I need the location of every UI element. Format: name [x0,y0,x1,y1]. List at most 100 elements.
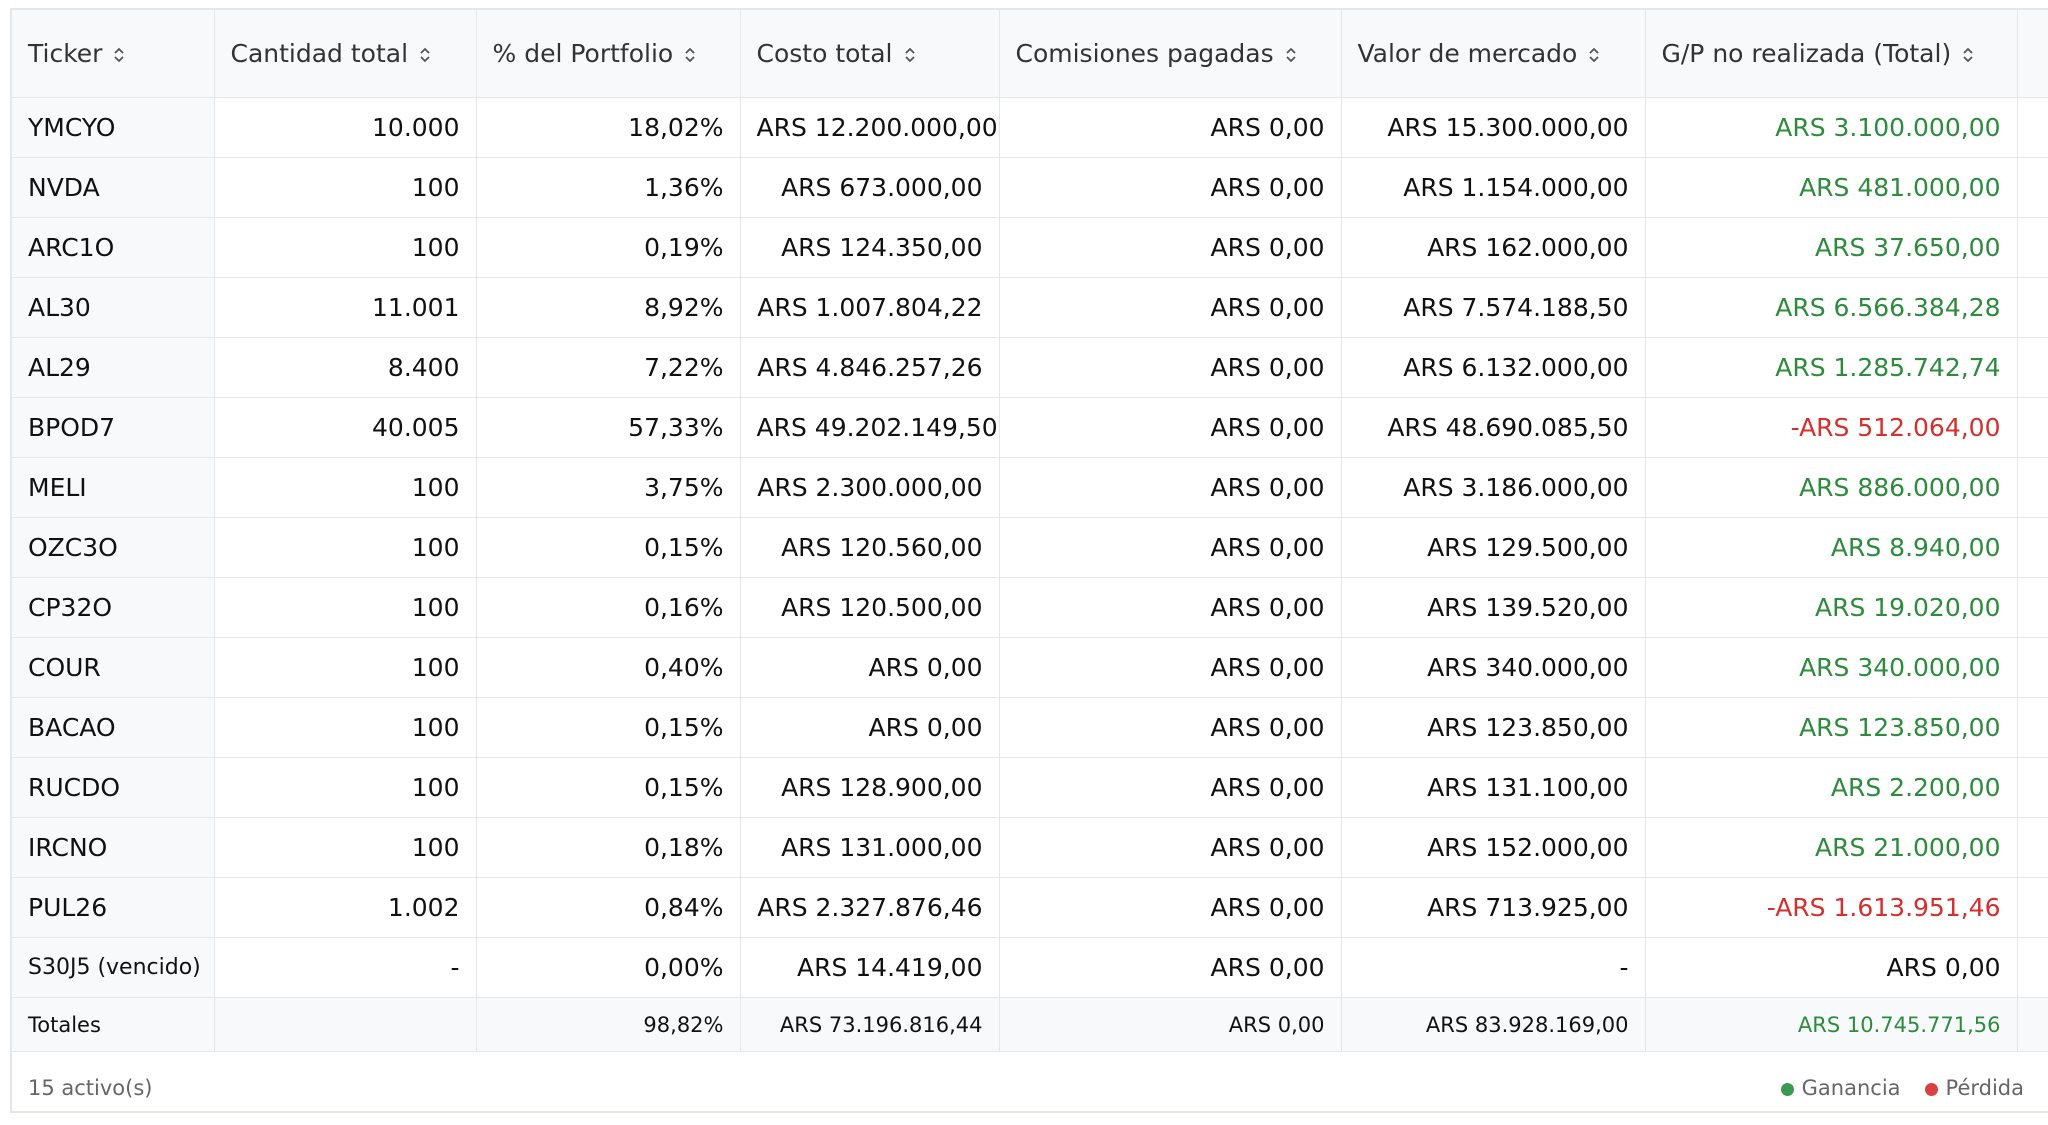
value-cell: ARS 713.925,00 [1341,877,1646,938]
holding-row[interactable]: AL29 8.400 7,22% ARS 4.846.257,26 ARS 0,00 AR… [12,337,2048,398]
value-cell: 100 [214,217,477,278]
holdings-table-card: Ticker Cantidad total % del Portfolio Costo… [10,8,2048,1113]
value-cell: ARS 2.200,00 [1645,757,2018,818]
legend-item: Ganancia [1780,1076,1901,1100]
sort-icon[interactable] [418,45,432,65]
ticker-cell: AL29 [12,337,215,398]
value-cell: 0,00% [476,937,741,998]
holding-row[interactable]: COUR 100 0,40% ARS 0,00 ARS 0,00 ARS 340.000,… [12,637,2048,698]
ticker-cell: OZC3O [12,517,215,578]
sort-icon[interactable] [112,45,126,65]
overflow-cell [2017,517,2048,578]
sort-icon[interactable] [903,45,917,65]
value-cell: ARS 1.007.804,22 [740,277,1000,338]
value-cell: ARS 0,00 [1645,937,2018,998]
ticker-cell: RUCDO [12,757,215,818]
overflow-cell [2017,157,2048,218]
ticker-cell: ARC1O [12,217,215,278]
value-cell: 8,92% [476,277,741,338]
overflow-cell [2017,277,2048,338]
value-cell: ARS 0,00 [999,277,1342,338]
holding-row[interactable]: BACAO 100 0,15% ARS 0,00 ARS 0,00 ARS 123.850… [12,697,2048,758]
ticker-cell: IRCNO [12,817,215,878]
value-cell: ARS 0,00 [999,397,1342,458]
overflow-cell [2017,817,2048,878]
column-header[interactable]: Cantidad total [214,10,477,98]
value-cell: ARS 49.202.149,50 [740,397,1000,458]
overflow-cell [2017,217,2048,278]
holding-row[interactable]: ARC1O 100 0,19% ARS 124.350,00 ARS 0,00 ARS 1… [12,217,2048,278]
value-cell: 100 [214,757,477,818]
value-cell: ARS 6.566.384,28 [1645,277,2018,338]
value-cell: ARS 19.020,00 [1645,577,2018,638]
column-header[interactable]: Costo total [740,10,1000,98]
column-header[interactable] [2017,10,2048,98]
value-cell: ARS 6.132.000,00 [1341,337,1646,398]
sort-icon[interactable] [683,45,697,65]
value-cell: ARS 2.327.876,46 [740,877,1000,938]
value-cell: ARS 673.000,00 [740,157,1000,218]
value-cell: ARS 0,00 [999,217,1342,278]
holding-row[interactable]: NVDA 100 1,36% ARS 673.000,00 ARS 0,00 ARS 1.… [12,157,2048,218]
overflow-cell [2017,577,2048,638]
holding-row[interactable]: YMCYO 10.000 18,02% ARS 12.200.000,00 ARS 0,… [12,97,2048,158]
holding-row[interactable]: S30J5 (vencido) -0,00% ARS 14.419,00 ARS 0,… [12,937,2048,998]
header-label: Comisiones pagadas [1015,39,1274,68]
value-cell: 0,40% [476,637,741,698]
value-cell: ARS 0,00 [999,457,1342,518]
value-cell: 40.005 [214,397,477,458]
value-cell: ARS 123.850,00 [1341,697,1646,758]
ticker-cell: COUR [12,637,215,698]
holding-row[interactable]: MELI 100 3,75% ARS 2.300.000,00 ARS 0,00 ARS … [12,457,2048,518]
value-cell: 0,15% [476,697,741,758]
holding-row[interactable]: PUL26 1.002 0,84% ARS 2.327.876,46 ARS 0,00 A… [12,877,2048,938]
totals-cell: 98,82% [476,997,741,1052]
value-cell: 0,15% [476,517,741,578]
sort-icon[interactable] [1587,45,1601,65]
value-cell: ARS 129.500,00 [1341,517,1646,578]
holding-row[interactable]: BPOD7 40.005 57,33% ARS 49.202.149,50 ARS 0,… [12,397,2048,458]
column-header[interactable]: Ticker [12,10,215,98]
ticker-cell: BPOD7 [12,397,215,458]
value-cell: ARS 481.000,00 [1645,157,2018,218]
value-cell: ARS 8.940,00 [1645,517,2018,578]
column-header[interactable]: Comisiones pagadas [999,10,1342,98]
holding-row[interactable]: CP32O 100 0,16% ARS 120.500,00 ARS 0,00 ARS 1… [12,577,2048,638]
value-cell: ARS 340.000,00 [1341,637,1646,698]
totals-cell: ARS 73.196.816,44 [740,997,1000,1052]
value-cell: 3,75% [476,457,741,518]
column-header[interactable]: Valor de mercado [1341,10,1646,98]
column-header[interactable]: G/P no realizada (Total) [1645,10,2018,98]
legend-item: Pérdida [1924,1076,2024,1100]
value-cell: ARS 21.000,00 [1645,817,2018,878]
value-cell: ARS 2.300.000,00 [740,457,1000,518]
sort-icon[interactable] [1284,45,1298,65]
value-cell: ARS 131.100,00 [1341,757,1646,818]
value-cell: ARS 3.186.000,00 [1341,457,1646,518]
sort-icon[interactable] [1961,45,1975,65]
value-cell: - [214,937,477,998]
holding-row[interactable]: OZC3O 100 0,15% ARS 120.560,00 ARS 0,00 ARS 1… [12,517,2048,578]
holding-row[interactable]: AL30 11.001 8,92% ARS 1.007.804,22 ARS 0,00 A… [12,277,2048,338]
holding-row[interactable]: RUCDO 100 0,15% ARS 128.900,00 ARS 0,00 ARS 1… [12,757,2048,818]
holding-row[interactable]: IRCNO 100 0,18% ARS 131.000,00 ARS 0,00 ARS 1… [12,817,2048,878]
totals-cell: ARS 0,00 [999,997,1342,1052]
column-header[interactable]: % del Portfolio [476,10,741,98]
value-cell: 18,02% [476,97,741,158]
overflow-cell [2017,397,2048,458]
ticker-cell: AL30 [12,277,215,338]
value-cell: ARS 3.100.000,00 [1645,97,2018,158]
header-label: Costo total [756,39,893,68]
totals-cell: ARS 10.745.771,56 [1645,997,2018,1052]
value-cell: ARS 12.200.000,00 [740,97,1000,158]
header-label: Ticker [28,39,103,68]
totals-cell: ARS 83.928.169,00 [1341,997,1646,1052]
value-cell: 10.000 [214,97,477,158]
value-cell: ARS 14.419,00 [740,937,1000,998]
value-cell: 0,15% [476,757,741,818]
value-cell: 100 [214,697,477,758]
value-cell: 7,22% [476,337,741,398]
holdings-table: Ticker Cantidad total % del Portfolio Costo… [12,10,2048,1052]
ticker-cell: BACAO [12,697,215,758]
ticker-cell: PUL26 [12,877,215,938]
